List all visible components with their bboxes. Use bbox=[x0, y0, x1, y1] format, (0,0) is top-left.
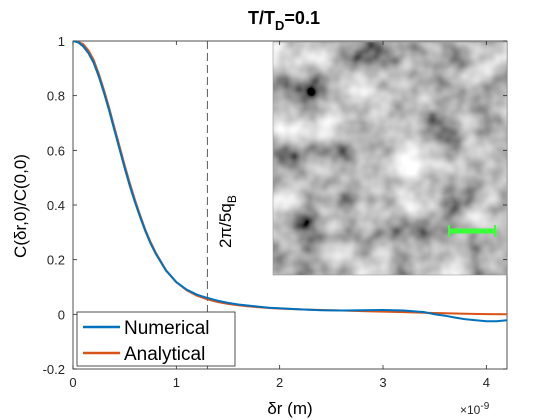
legend: Numerical Analytical bbox=[76, 311, 236, 367]
x-tick-label: 0 bbox=[69, 375, 76, 390]
y-tick-label: 0.6 bbox=[47, 143, 65, 158]
vline-label-main: 2π/5q bbox=[216, 203, 235, 248]
reference-line: 2π/5qB bbox=[206, 41, 239, 369]
series-line-numerical bbox=[73, 41, 507, 323]
chart-title: T/TD=0.1 bbox=[248, 8, 320, 33]
title-sub: D bbox=[275, 18, 284, 33]
x-tick-label: 4 bbox=[483, 375, 490, 390]
legend-label-analytical: Analytical bbox=[124, 344, 205, 365]
inset-image bbox=[272, 41, 508, 276]
x-exponent: ×10-9 bbox=[460, 401, 490, 417]
y-tick-label: 0 bbox=[58, 307, 65, 322]
x-tick-label: 2 bbox=[276, 375, 283, 390]
y-tick-label: 0.8 bbox=[47, 89, 65, 104]
legend-label-numerical: Numerical bbox=[124, 318, 210, 339]
title-tail: =0.1 bbox=[284, 8, 320, 28]
vline-label-sub: B bbox=[225, 195, 239, 203]
y-axis-label: C(δr,0)/C(0,0) bbox=[11, 154, 30, 258]
y-tick-label: -0.2 bbox=[43, 362, 65, 377]
x-tick-label: 3 bbox=[379, 375, 386, 390]
y-tick-label: 1 bbox=[58, 34, 65, 49]
x-tick-label: 1 bbox=[173, 375, 180, 390]
title-main: T/T bbox=[248, 8, 275, 28]
y-tick-label: 0.2 bbox=[47, 253, 65, 268]
x-axis-label: δr (m) bbox=[267, 399, 312, 418]
x-exponent-power: -9 bbox=[480, 401, 489, 412]
y-tick-label: 0.4 bbox=[47, 198, 65, 213]
x-exponent-base: ×10 bbox=[460, 403, 481, 417]
series-lines bbox=[73, 41, 507, 323]
vline-label: 2π/5qB bbox=[216, 195, 239, 248]
